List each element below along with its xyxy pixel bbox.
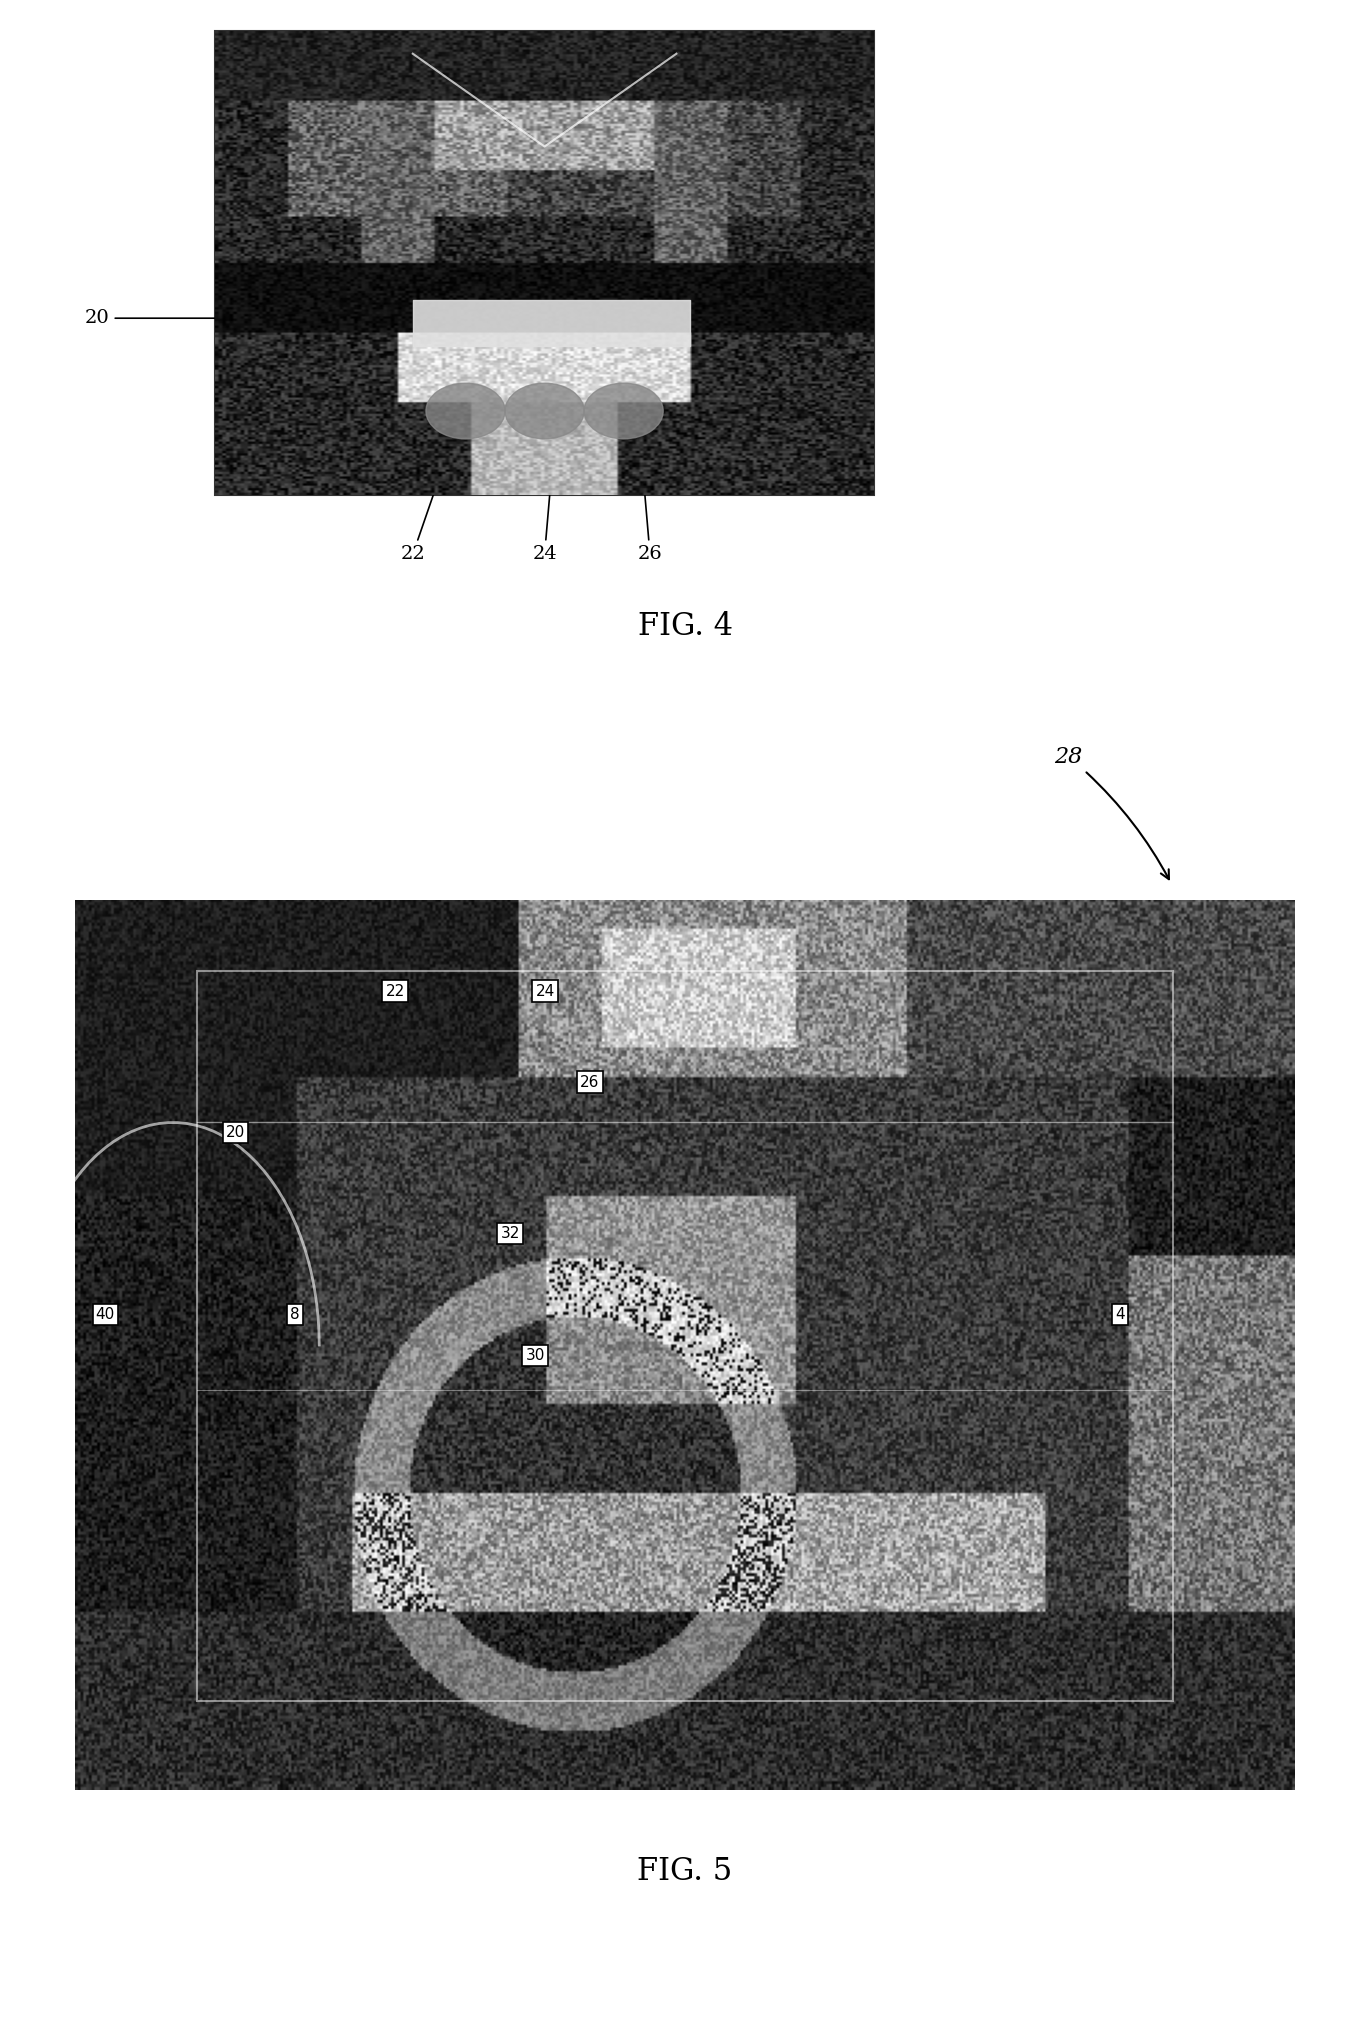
Text: 30: 30 xyxy=(526,1347,545,1363)
Circle shape xyxy=(426,383,506,440)
Text: 24: 24 xyxy=(536,983,555,999)
Text: 20: 20 xyxy=(85,309,489,328)
Text: 24: 24 xyxy=(532,405,558,564)
Text: FIG. 4: FIG. 4 xyxy=(637,610,733,643)
Text: 4: 4 xyxy=(1115,1306,1125,1323)
Text: 22: 22 xyxy=(385,983,404,999)
Circle shape xyxy=(584,383,663,440)
Text: 40: 40 xyxy=(96,1306,115,1323)
Text: 26: 26 xyxy=(637,405,662,564)
Text: 26: 26 xyxy=(581,1074,600,1089)
FancyBboxPatch shape xyxy=(215,31,874,495)
Text: 8: 8 xyxy=(290,1306,300,1323)
Text: 32: 32 xyxy=(500,1227,519,1241)
Circle shape xyxy=(506,383,584,440)
Text: 22: 22 xyxy=(400,405,464,564)
Bar xyxy=(197,971,1173,1701)
Text: 28: 28 xyxy=(1055,745,1169,879)
Text: 20: 20 xyxy=(226,1125,245,1140)
Text: FIG. 5: FIG. 5 xyxy=(637,1856,733,1886)
